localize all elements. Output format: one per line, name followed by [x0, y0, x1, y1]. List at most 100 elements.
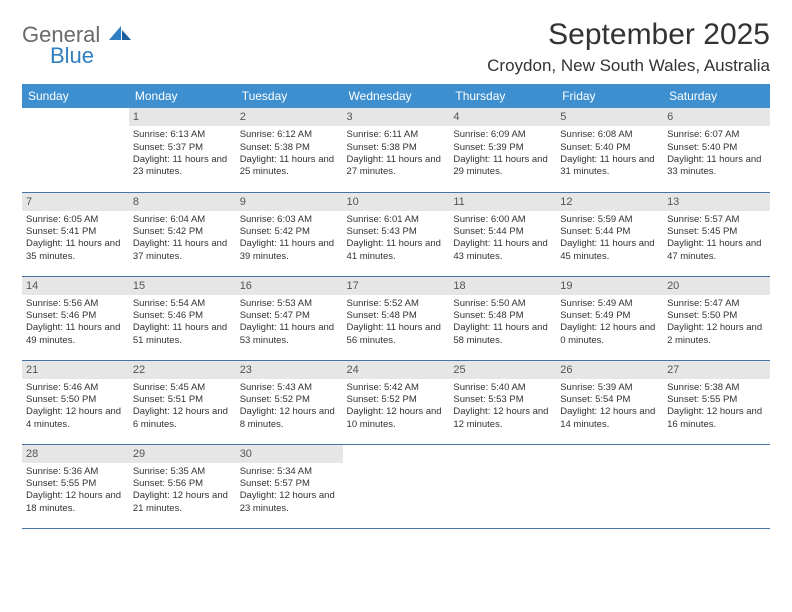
sunset-text: Sunset: 5:56 PM	[133, 478, 232, 490]
sunset-text: Sunset: 5:55 PM	[26, 478, 125, 490]
sunrise-text: Sunrise: 5:43 AM	[240, 382, 339, 394]
sunrise-text: Sunrise: 6:07 AM	[667, 129, 766, 141]
daylight-text: Daylight: 11 hours and 37 minutes.	[133, 238, 232, 263]
day-number: 28	[22, 445, 129, 463]
sunrise-text: Sunrise: 5:46 AM	[26, 382, 125, 394]
sunset-text: Sunset: 5:37 PM	[133, 142, 232, 154]
daylight-text: Daylight: 11 hours and 35 minutes.	[26, 238, 125, 263]
day-number: 25	[449, 361, 556, 379]
calendar-day-cell	[22, 108, 129, 192]
calendar-day-cell: 13Sunrise: 5:57 AMSunset: 5:45 PMDayligh…	[663, 192, 770, 276]
day-number: 22	[129, 361, 236, 379]
calendar-day-cell	[449, 444, 556, 528]
weekday-header: Thursday	[449, 84, 556, 108]
location: Croydon, New South Wales, Australia	[487, 56, 770, 76]
daylight-text: Daylight: 11 hours and 25 minutes.	[240, 154, 339, 179]
sunrise-text: Sunrise: 6:03 AM	[240, 214, 339, 226]
daylight-text: Daylight: 12 hours and 10 minutes.	[347, 406, 446, 431]
logo-sail-icon	[109, 29, 131, 46]
sunrise-text: Sunrise: 6:11 AM	[347, 129, 446, 141]
day-number: 23	[236, 361, 343, 379]
calendar-day-cell	[343, 444, 450, 528]
day-number: 17	[343, 277, 450, 295]
sunrise-text: Sunrise: 5:49 AM	[560, 298, 659, 310]
day-number: 11	[449, 193, 556, 211]
sunset-text: Sunset: 5:50 PM	[26, 394, 125, 406]
sunrise-text: Sunrise: 5:59 AM	[560, 214, 659, 226]
day-number: 16	[236, 277, 343, 295]
sunset-text: Sunset: 5:42 PM	[133, 226, 232, 238]
calendar-day-cell: 26Sunrise: 5:39 AMSunset: 5:54 PMDayligh…	[556, 360, 663, 444]
calendar-week-row: 28 Sunrise: 5:36 AMSunset: 5:55 PM Dayligh…	[22, 444, 770, 528]
sunrise-text: Sunrise: 5:47 AM	[667, 298, 766, 310]
calendar-day-cell	[556, 444, 663, 528]
calendar-day-cell: 2Sunrise: 6:12 AMSunset: 5:38 PMDaylight…	[236, 108, 343, 192]
daylight-text: Daylight: 12 hours and 0 minutes.	[560, 322, 659, 347]
weekday-header: Wednesday	[343, 84, 450, 108]
sunrise-text: Sunrise: 6:01 AM	[347, 214, 446, 226]
calendar-day-cell: 8 Sunrise: 6:04 AMSunset: 5:42 PMDaylight…	[129, 192, 236, 276]
sunrise-text: Sunrise: 5:36 AM	[26, 466, 125, 478]
daylight-text: Daylight: 11 hours and 58 minutes.	[453, 322, 552, 347]
calendar-day-cell	[663, 444, 770, 528]
calendar-day-cell: 4Sunrise: 6:09 AMSunset: 5:39 PMDaylight…	[449, 108, 556, 192]
sunset-text: Sunset: 5:39 PM	[453, 142, 552, 154]
daylight-text: Daylight: 12 hours and 21 minutes.	[133, 490, 232, 515]
calendar-day-cell: 17Sunrise: 5:52 AMSunset: 5:48 PMDayligh…	[343, 276, 450, 360]
sunrise-text: Sunrise: 5:35 AM	[133, 466, 232, 478]
daylight-text: Daylight: 11 hours and 31 minutes.	[560, 154, 659, 179]
day-number: 26	[556, 361, 663, 379]
sunrise-text: Sunrise: 5:56 AM	[26, 298, 125, 310]
sunset-text: Sunset: 5:47 PM	[240, 310, 339, 322]
sunset-text: Sunset: 5:40 PM	[667, 142, 766, 154]
sunset-text: Sunset: 5:46 PM	[26, 310, 125, 322]
calendar-day-cell: 9Sunrise: 6:03 AMSunset: 5:42 PMDaylight…	[236, 192, 343, 276]
calendar-week-row: 1Sunrise: 6:13 AMSunset: 5:37 PMDaylight…	[22, 108, 770, 192]
sunrise-text: Sunrise: 5:50 AM	[453, 298, 552, 310]
weekday-header-row: Sunday Monday Tuesday Wednesday Thursday…	[22, 84, 770, 108]
day-number: 4	[449, 108, 556, 126]
sunset-text: Sunset: 5:46 PM	[133, 310, 232, 322]
day-number: 30	[236, 445, 343, 463]
calendar-day-cell: 1Sunrise: 6:13 AMSunset: 5:37 PMDaylight…	[129, 108, 236, 192]
calendar-day-cell: 14Sunrise: 5:56 AMSunset: 5:46 PMDayligh…	[22, 276, 129, 360]
daylight-text: Daylight: 12 hours and 2 minutes.	[667, 322, 766, 347]
day-number: 21	[22, 361, 129, 379]
calendar-day-cell: 16Sunrise: 5:53 AMSunset: 5:47 PMDayligh…	[236, 276, 343, 360]
sunset-text: Sunset: 5:51 PM	[133, 394, 232, 406]
daylight-text: Daylight: 11 hours and 53 minutes.	[240, 322, 339, 347]
sunrise-text: Sunrise: 6:04 AM	[133, 214, 232, 226]
weekday-header: Monday	[129, 84, 236, 108]
day-number: 18	[449, 277, 556, 295]
sunrise-text: Sunrise: 6:00 AM	[453, 214, 552, 226]
daylight-text: Daylight: 11 hours and 43 minutes.	[453, 238, 552, 263]
sunset-text: Sunset: 5:48 PM	[347, 310, 446, 322]
calendar-week-row: 14Sunrise: 5:56 AMSunset: 5:46 PMDayligh…	[22, 276, 770, 360]
calendar-table: Sunday Monday Tuesday Wednesday Thursday…	[22, 84, 770, 529]
sunrise-text: Sunrise: 5:38 AM	[667, 382, 766, 394]
calendar-day-cell: 22Sunrise: 5:45 AMSunset: 5:51 PMDayligh…	[129, 360, 236, 444]
daylight-text: Daylight: 11 hours and 23 minutes.	[133, 154, 232, 179]
calendar-day-cell: 15Sunrise: 5:54 AMSunset: 5:46 PMDayligh…	[129, 276, 236, 360]
daylight-text: Daylight: 12 hours and 16 minutes.	[667, 406, 766, 431]
day-number: 29	[129, 445, 236, 463]
sunset-text: Sunset: 5:52 PM	[240, 394, 339, 406]
sunset-text: Sunset: 5:52 PM	[347, 394, 446, 406]
sunset-text: Sunset: 5:50 PM	[667, 310, 766, 322]
sunset-text: Sunset: 5:54 PM	[560, 394, 659, 406]
day-number: 8	[129, 193, 236, 211]
sunrise-text: Sunrise: 5:57 AM	[667, 214, 766, 226]
sunrise-text: Sunrise: 6:08 AM	[560, 129, 659, 141]
sunset-text: Sunset: 5:44 PM	[560, 226, 659, 238]
sunset-text: Sunset: 5:38 PM	[240, 142, 339, 154]
daylight-text: Daylight: 11 hours and 45 minutes.	[560, 238, 659, 263]
title-block: September 2025 Croydon, New South Wales,…	[487, 18, 770, 76]
calendar-day-cell: 27Sunrise: 5:38 AMSunset: 5:55 PMDayligh…	[663, 360, 770, 444]
sunrise-text: Sunrise: 5:42 AM	[347, 382, 446, 394]
calendar-day-cell: 11Sunrise: 6:00 AMSunset: 5:44 PMDayligh…	[449, 192, 556, 276]
calendar-day-cell: 21Sunrise: 5:46 AMSunset: 5:50 PMDayligh…	[22, 360, 129, 444]
sunset-text: Sunset: 5:38 PM	[347, 142, 446, 154]
calendar-day-cell: 19Sunrise: 5:49 AMSunset: 5:49 PMDayligh…	[556, 276, 663, 360]
sunset-text: Sunset: 5:57 PM	[240, 478, 339, 490]
weekday-header: Tuesday	[236, 84, 343, 108]
